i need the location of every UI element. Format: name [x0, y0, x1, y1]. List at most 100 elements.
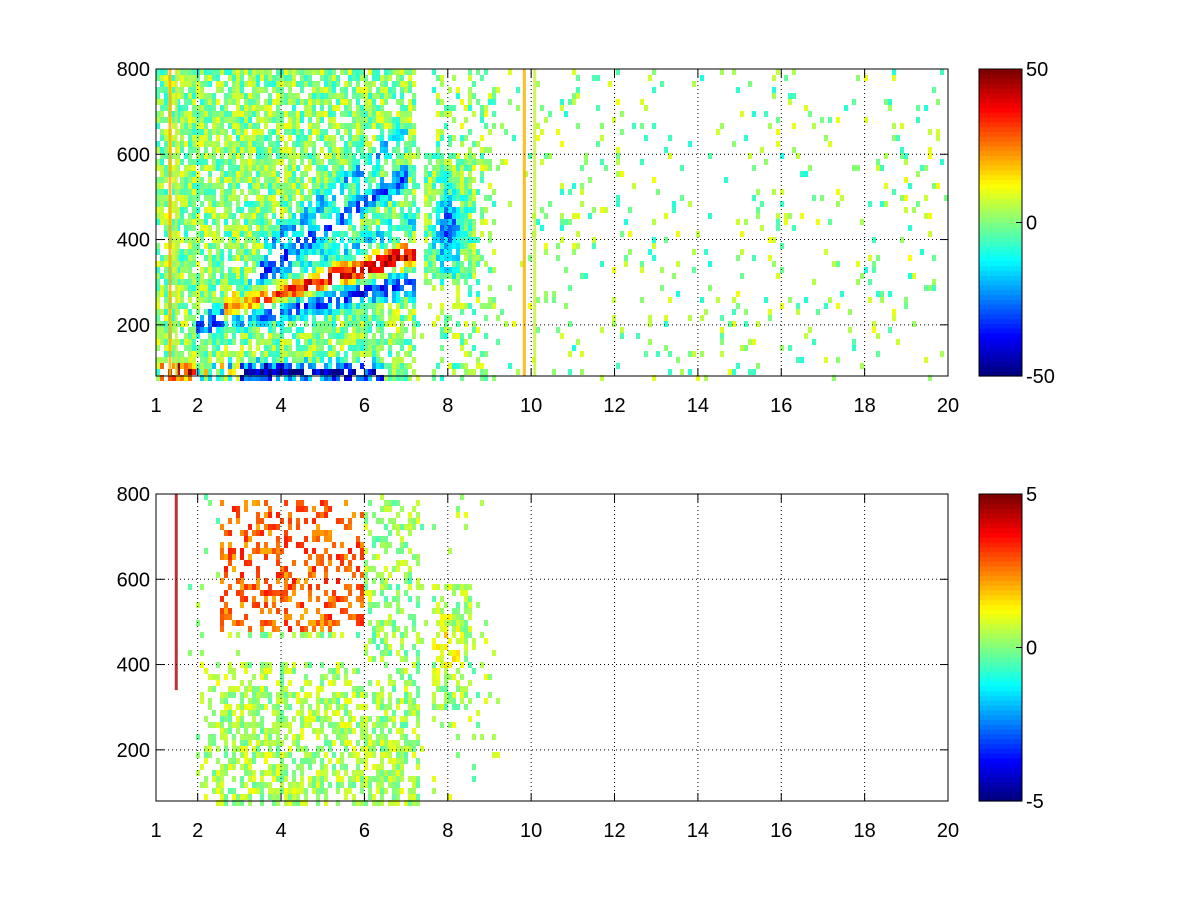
- heatmap-cell: [224, 99, 228, 105]
- heatmap-cell: [320, 207, 324, 213]
- heatmap-cell: [448, 327, 452, 333]
- heatmap-cell: [256, 722, 260, 728]
- heatmap-cell: [264, 165, 268, 171]
- heatmap-cell: [396, 171, 400, 177]
- heatmap-cell: [268, 698, 272, 704]
- heatmap-cell: [412, 662, 416, 668]
- heatmap-cell: [480, 111, 484, 117]
- heatmap-cell: [408, 788, 412, 794]
- heatmap-cell: [268, 728, 272, 734]
- heatmap-cell: [320, 243, 324, 249]
- heatmap-cell: [268, 279, 272, 285]
- heatmap-cell: [244, 500, 248, 506]
- heatmap-cell: [616, 363, 620, 369]
- heatmap-cell: [388, 153, 392, 159]
- heatmap-cell: [260, 105, 264, 111]
- heatmap-cell: [324, 530, 328, 536]
- heatmap-cell: [404, 279, 408, 285]
- heatmap-cell: [244, 614, 248, 620]
- heatmap-cell: [308, 782, 312, 788]
- heatmap-cell: [156, 123, 160, 129]
- heatmap-cell: [228, 327, 232, 333]
- heatmap-cell: [316, 87, 320, 93]
- heatmap-cell: [156, 273, 160, 279]
- heatmap-cell: [284, 794, 288, 800]
- heatmap-cell: [804, 297, 808, 303]
- heatmap-cell: [244, 129, 248, 135]
- heatmap-cell: [276, 87, 280, 93]
- heatmap-cell: [292, 315, 296, 321]
- heatmap-cell: [392, 375, 396, 381]
- heatmap-cell: [312, 105, 316, 111]
- heatmap-cell: [204, 345, 208, 351]
- heatmap-cell: [272, 213, 276, 219]
- heatmap-cell: [320, 237, 324, 243]
- heatmap-cell: [304, 183, 308, 189]
- heatmap-cell: [936, 135, 940, 141]
- heatmap-cell: [328, 249, 332, 255]
- heatmap-cell: [496, 87, 500, 93]
- heatmap-cell: [364, 117, 368, 123]
- heatmap-cell: [312, 183, 316, 189]
- heatmap-cell: [360, 225, 364, 231]
- heatmap-cell: [332, 231, 336, 237]
- heatmap-cell: [256, 165, 260, 171]
- heatmap-cell: [240, 752, 244, 758]
- heatmap-cell: [464, 249, 468, 255]
- heatmap-cell: [204, 111, 208, 117]
- heatmap-cell: [224, 309, 228, 315]
- heatmap-cell: [612, 315, 616, 321]
- heatmap-cell: [296, 339, 300, 345]
- heatmap-cell: [444, 674, 448, 680]
- heatmap-cell: [156, 75, 160, 81]
- heatmap-cell: [208, 752, 212, 758]
- heatmap-cell: [364, 740, 368, 746]
- heatmap-cell: [376, 243, 380, 249]
- heatmap-cell: [380, 339, 384, 345]
- heatmap-cell: [204, 207, 208, 213]
- heatmap-cell: [224, 243, 228, 249]
- heatmap-cell: [288, 339, 292, 345]
- heatmap-cell: [444, 219, 448, 225]
- heatmap-cell: [280, 267, 284, 273]
- heatmap-cell: [396, 315, 400, 321]
- heatmap-cell: [264, 153, 268, 159]
- heatmap-cell: [328, 333, 332, 339]
- heatmap-cell: [304, 105, 308, 111]
- heatmap-cell: [540, 207, 544, 213]
- heatmap-cell: [592, 75, 596, 81]
- heatmap-cell: [464, 219, 468, 225]
- heatmap-cell: [356, 243, 360, 249]
- heatmap-cell: [440, 195, 444, 201]
- heatmap-cell: [256, 141, 260, 147]
- heatmap-cell: [372, 363, 376, 369]
- heatmap-cell: [288, 327, 292, 333]
- heatmap-cell: [344, 201, 348, 207]
- heatmap-cell: [180, 351, 184, 357]
- heatmap-cell: [428, 255, 432, 261]
- heatmap-cell: [376, 195, 380, 201]
- heatmap-cell: [332, 369, 336, 375]
- heatmap-cell: [760, 225, 764, 231]
- heatmap-cell: [380, 776, 384, 782]
- heatmap-cell: [824, 135, 828, 141]
- heatmap-cell: [260, 117, 264, 123]
- heatmap-cell: [432, 267, 436, 273]
- heatmap-cell: [440, 243, 444, 249]
- colorbar-swatch: [979, 78, 1022, 84]
- heatmap-cell: [192, 357, 196, 363]
- heatmap-cell: [328, 303, 332, 309]
- heatmap-cell: [288, 123, 292, 129]
- heatmap-cell: [572, 183, 576, 189]
- heatmap-cell: [248, 524, 252, 530]
- heatmap-cell: [344, 668, 348, 674]
- heatmap-cell: [324, 674, 328, 680]
- heatmap-cell: [352, 153, 356, 159]
- heatmap-cell: [216, 135, 220, 141]
- heatmap-cell: [464, 105, 468, 111]
- heatmap-cell: [428, 171, 432, 177]
- heatmap-cell: [216, 123, 220, 129]
- heatmap-cell: [404, 351, 408, 357]
- heatmap-cell: [452, 231, 456, 237]
- heatmap-cell: [216, 267, 220, 273]
